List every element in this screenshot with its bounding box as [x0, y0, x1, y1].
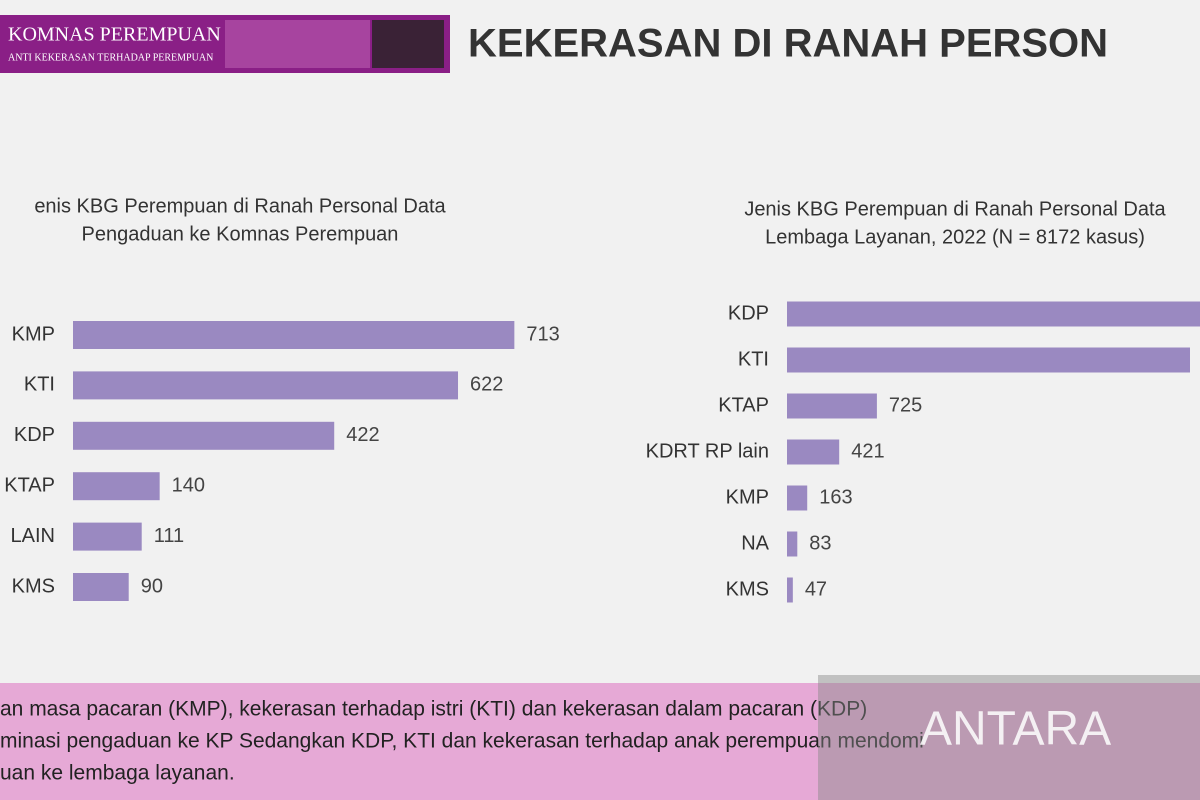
y-tick-label: KMP [726, 486, 769, 508]
value-label: 140 [172, 474, 205, 496]
bar [787, 347, 1190, 373]
y-tick-label: KTI [24, 374, 55, 396]
value-label: 83 [809, 532, 831, 554]
bar [787, 393, 877, 419]
bar [787, 577, 793, 603]
y-tick-label: LAIN [11, 525, 55, 547]
value-label: 622 [470, 374, 503, 396]
value-label: 725 [889, 394, 922, 416]
watermark: ANTARA [920, 703, 1111, 756]
value-label: 47 [805, 578, 827, 600]
y-tick-label: KMP [12, 323, 55, 345]
watermark-box [818, 675, 1200, 800]
bar [73, 472, 160, 501]
bar [787, 439, 840, 465]
logo-text-box [225, 20, 370, 68]
value-label: 111 [154, 525, 184, 547]
y-tick-label: KTAP [4, 474, 55, 496]
chart-title: enis KBG Perempuan di Ranah Personal Dat… [34, 195, 446, 217]
footer-line: an masa pacaran (KMP), kekerasan terhada… [0, 698, 867, 721]
footer-line: minasi pengaduan ke KP Sedangkan KDP, KT… [0, 730, 924, 753]
chart-title: Jenis KBG Perempuan di Ranah Personal Da… [744, 198, 1166, 220]
bar [787, 301, 1200, 327]
slide-title: KEKERASAN DI RANAH PERSON [468, 22, 1108, 66]
y-tick-label: NA [741, 532, 769, 554]
value-label: 421 [851, 440, 884, 462]
bar [73, 371, 459, 400]
bar [73, 573, 129, 601]
chart-title: Lembaga Layanan, 2022 (N = 8172 kasus) [765, 226, 1145, 248]
y-tick-label: KDRT RP lain [646, 440, 769, 462]
y-tick-label: KMS [12, 575, 55, 597]
bar [787, 485, 808, 511]
y-tick-label: KMS [726, 578, 769, 600]
logo-image [372, 20, 444, 68]
bar [73, 522, 142, 551]
chart-title: Pengaduan ke Komnas Perempuan [82, 223, 399, 245]
bar [787, 531, 798, 557]
bar [73, 321, 515, 349]
bar [73, 421, 335, 450]
logo-title: KOMNAS PEREMPUAN [8, 24, 221, 46]
y-tick-label: KDP [14, 424, 55, 446]
footer-line: uan ke lembaga layanan. [0, 762, 235, 785]
footer-box [0, 683, 1200, 800]
y-tick-label: KDP [728, 302, 769, 324]
value-label: 713 [526, 323, 559, 345]
value-label: 90 [141, 575, 163, 597]
value-label: 163 [819, 486, 852, 508]
value-label: 422 [346, 424, 379, 446]
y-tick-label: KTI [738, 348, 769, 370]
logo-subtitle: ANTI KEKERASAN TERHADAP PEREMPUAN [8, 52, 213, 63]
y-tick-label: KTAP [718, 394, 769, 416]
